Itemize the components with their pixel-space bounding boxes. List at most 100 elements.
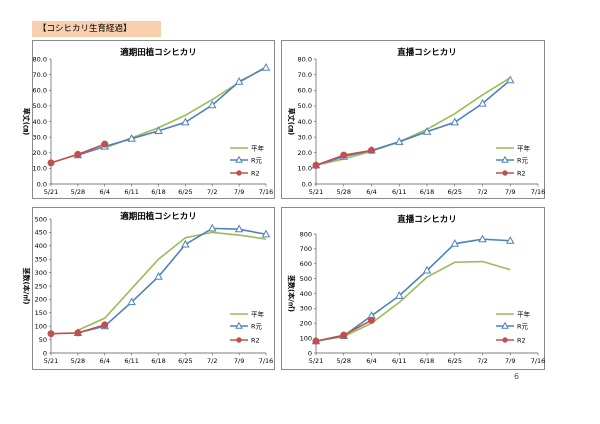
chart-panel-1: 適期田植コシヒカリ 草丈(㎝) 0.0 10.0 20.0 30.0 40.0 50.0 60.… xyxy=(22,40,275,199)
series-line-0 xyxy=(77,231,267,331)
x-tick-label: 6/18 xyxy=(420,188,435,196)
series-point xyxy=(422,127,432,135)
chart-title: 適期田植コシヒカリ xyxy=(120,47,197,58)
x-tick-label: 6/11 xyxy=(124,357,139,365)
y-tick-label: 50.0 xyxy=(33,102,47,110)
x-tick-label: 6/25 xyxy=(447,357,462,365)
y-tick-label: 30.0 xyxy=(33,133,47,141)
x-tick-label: 7/2 xyxy=(477,357,487,365)
y-tick-label: 600 xyxy=(300,260,312,268)
series-point xyxy=(47,159,55,167)
series-point xyxy=(340,331,348,339)
x-tick-label: 6/25 xyxy=(178,188,193,196)
y-tick-label: 60.0 xyxy=(33,87,47,95)
series-point xyxy=(478,98,487,107)
legend-marker xyxy=(235,321,243,329)
x-tick-label: 5/28 xyxy=(71,357,86,365)
y-tick-label: 100 xyxy=(35,323,47,331)
x-tick-label: 6/4 xyxy=(366,357,376,365)
x-tick-label: 6/25 xyxy=(447,188,462,196)
y-tick-label: 50.0 xyxy=(298,102,312,110)
series-point xyxy=(340,151,348,159)
chart-panel-4: 直播コシヒカリ 茎数(本/㎡) 0 100 200 300 400 500 600 700 800 5… xyxy=(281,207,545,370)
y-tick-label: 10.0 xyxy=(298,165,312,173)
series-point xyxy=(395,137,404,145)
x-tick-label: 6/4 xyxy=(366,188,376,196)
y-tick-label: 500 xyxy=(35,215,47,223)
series-point xyxy=(154,271,163,280)
series-point xyxy=(312,337,320,345)
legend-label: 平年 xyxy=(517,143,531,152)
y-axis-label: 茎数(本/㎡) xyxy=(287,275,296,312)
x-tick-label: 7/16 xyxy=(531,357,546,365)
x-tick-label: 5/28 xyxy=(71,188,86,196)
y-tick-label: 30.0 xyxy=(298,133,312,141)
legend-label: R元 xyxy=(251,322,263,330)
legend-marker xyxy=(501,155,509,163)
x-tick-label: 6/11 xyxy=(124,188,139,196)
x-tick-label: 6/4 xyxy=(100,188,110,196)
chart-title: 直播コシヒカリ xyxy=(397,47,457,58)
x-tick-label: 7/2 xyxy=(207,357,217,365)
series-point xyxy=(450,239,459,247)
series-point xyxy=(261,62,271,71)
legend-label: R元 xyxy=(251,156,263,164)
series-point xyxy=(181,117,190,126)
y-tick-label: 0 xyxy=(308,349,312,357)
series-point xyxy=(127,134,136,142)
series-line-1 xyxy=(77,227,267,334)
x-tick-label: 5/21 xyxy=(44,357,59,365)
y-tick-label: 200 xyxy=(300,320,312,328)
x-tick-label: 5/28 xyxy=(336,188,351,196)
series-point xyxy=(368,316,375,324)
x-tick-label: 7/2 xyxy=(477,188,487,196)
y-tick-label: 0 xyxy=(43,349,47,357)
section-header-label: 【コシヒカリ生育経過】 xyxy=(32,21,161,37)
series-point xyxy=(368,146,375,154)
legend-label: R2 xyxy=(517,336,526,344)
series-point xyxy=(234,224,244,233)
series-line-1 xyxy=(77,66,267,156)
y-tick-label: 50 xyxy=(39,336,47,344)
series-line-0 xyxy=(315,77,511,167)
y-tick-label: 80.0 xyxy=(33,55,47,63)
series-point xyxy=(208,223,217,232)
x-tick-label: 6/18 xyxy=(151,357,166,365)
y-tick-label: 350 xyxy=(35,256,47,264)
y-axis-label: 茎数(本/㎡) xyxy=(22,268,31,305)
y-tick-label: 250 xyxy=(35,282,47,290)
x-tick-label: 5/21 xyxy=(309,357,324,365)
y-tick-label: 800 xyxy=(300,230,312,238)
chart-title: 適期田植コシヒカリ xyxy=(120,211,197,222)
y-tick-label: 500 xyxy=(300,275,312,283)
series-point xyxy=(312,161,320,169)
x-tick-label: 6/11 xyxy=(392,188,407,196)
y-tick-label: 10.0 xyxy=(33,165,47,173)
legend-label: R2 xyxy=(517,169,526,177)
x-tick-label: 6/11 xyxy=(392,357,407,365)
legend-label: R元 xyxy=(517,156,529,164)
x-tick-label: 5/21 xyxy=(309,188,324,196)
series-point xyxy=(127,297,136,306)
series-point xyxy=(101,321,109,329)
x-tick-label: 7/9 xyxy=(234,357,244,365)
y-tick-label: 100 xyxy=(300,334,312,342)
x-tick-label: 7/16 xyxy=(259,357,274,365)
series-point xyxy=(154,126,163,134)
page-number: 6 xyxy=(514,372,520,381)
series-point xyxy=(395,291,404,299)
y-tick-label: 70.0 xyxy=(298,71,312,79)
x-tick-label: 7/9 xyxy=(505,188,515,196)
series-point xyxy=(47,330,55,338)
x-tick-label: 7/9 xyxy=(505,357,515,365)
y-tick-label: 700 xyxy=(300,245,312,253)
x-tick-label: 5/21 xyxy=(44,188,59,196)
y-tick-label: 450 xyxy=(35,229,47,237)
y-tick-label: 20.0 xyxy=(298,149,312,157)
y-tick-label: 40.0 xyxy=(298,118,312,126)
y-tick-label: 60.0 xyxy=(298,87,312,95)
x-tick-label: 7/16 xyxy=(531,188,546,196)
x-tick-label: 5/28 xyxy=(336,357,351,365)
y-tick-label: 400 xyxy=(35,242,47,250)
